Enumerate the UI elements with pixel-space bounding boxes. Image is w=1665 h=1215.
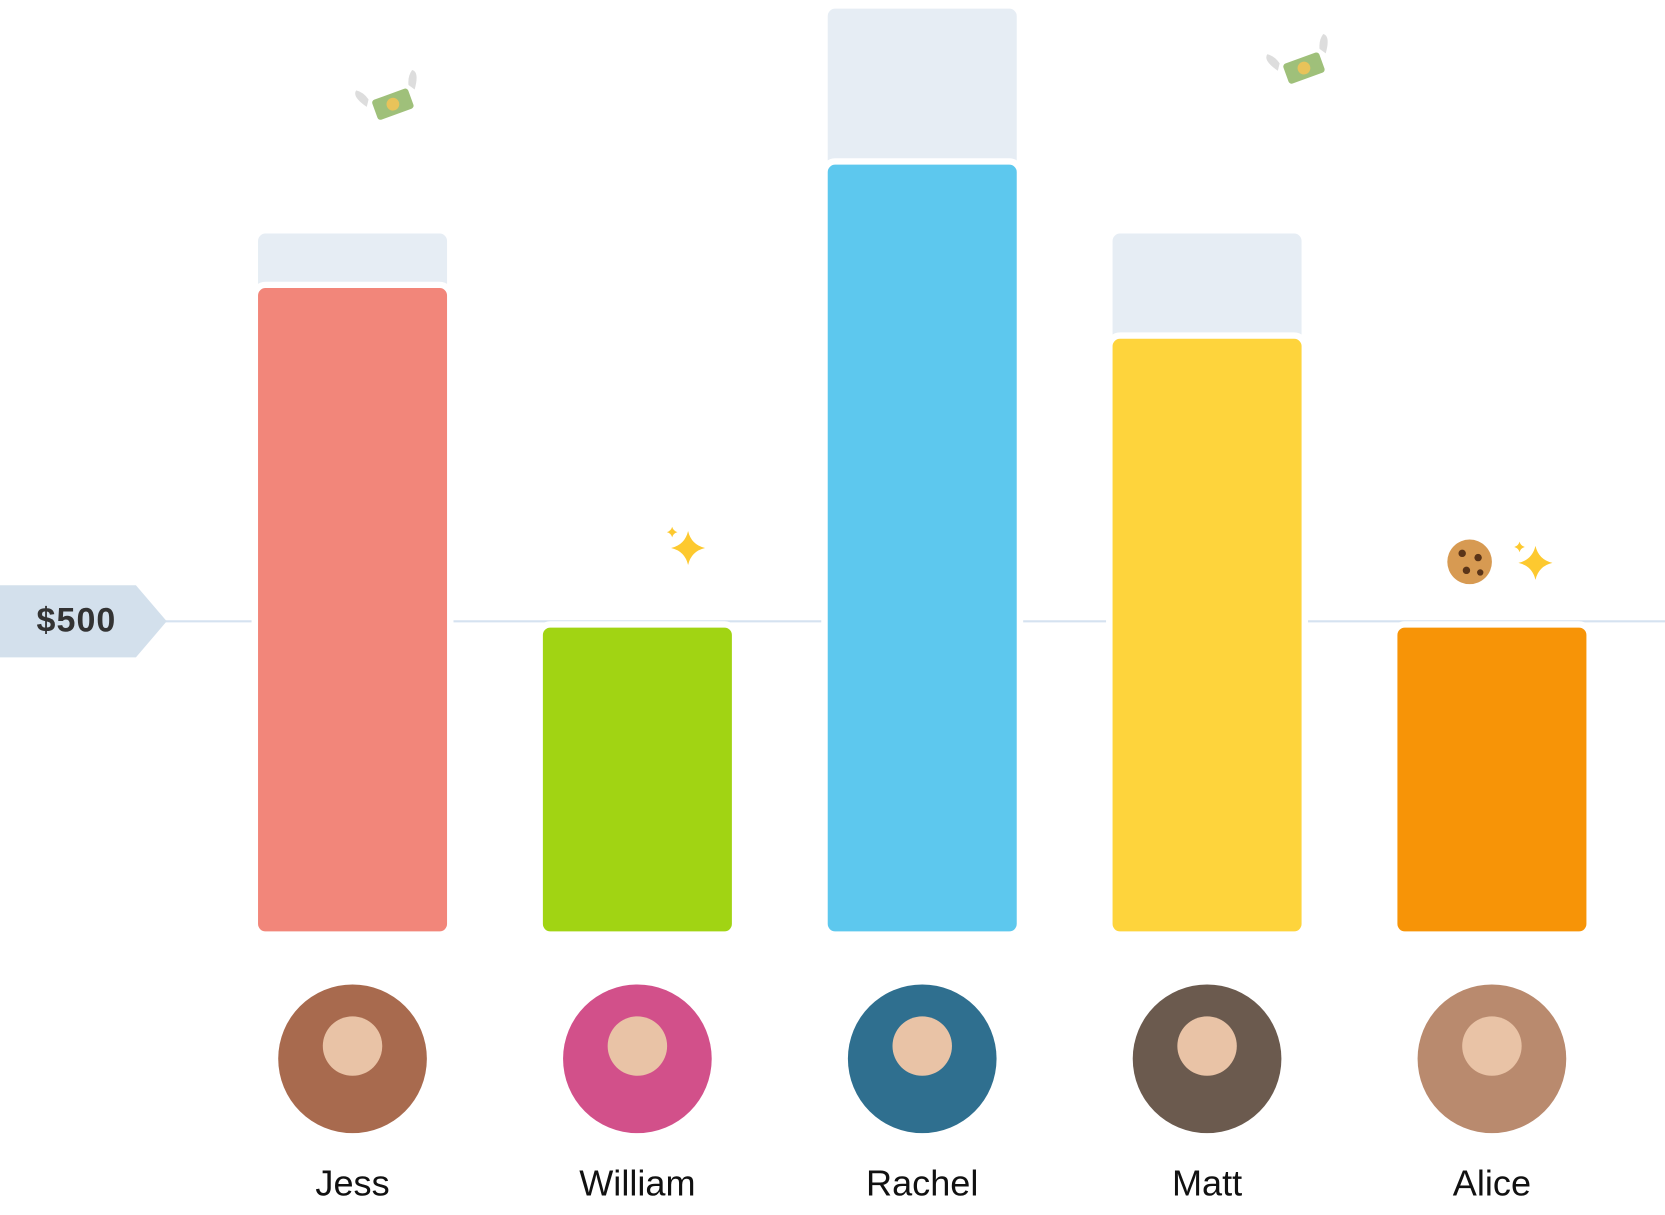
avatar-face (607, 1016, 668, 1076)
bar (1106, 332, 1308, 938)
avatar-face (892, 1016, 952, 1076)
bar (1391, 621, 1593, 938)
avatar-face (322, 1016, 383, 1076)
sparkle-icon (1514, 541, 1553, 580)
bar (251, 281, 454, 938)
sparkle-icon (666, 526, 706, 566)
avatar-face (1177, 1016, 1237, 1076)
reference-label: $500 (37, 601, 117, 639)
x-tick-label: Alice (1453, 1163, 1531, 1204)
x-tick-label: Rachel (866, 1163, 978, 1204)
labels: $500 Jess William Rachel Matt Alice (37, 601, 1567, 1204)
x-tick-label: Matt (1172, 1163, 1242, 1204)
reference-tag (0, 585, 167, 658)
bars (251, 2, 1593, 938)
money-icon (355, 70, 417, 120)
x-tick-label: Jess (315, 1163, 389, 1204)
decorations (355, 33, 1553, 585)
avatar-face (1462, 1016, 1522, 1076)
money-icon (1266, 33, 1328, 84)
bar (821, 158, 1024, 938)
bar (536, 621, 739, 938)
x-tick-label: William (579, 1163, 695, 1204)
cookie-icon (1447, 539, 1492, 585)
